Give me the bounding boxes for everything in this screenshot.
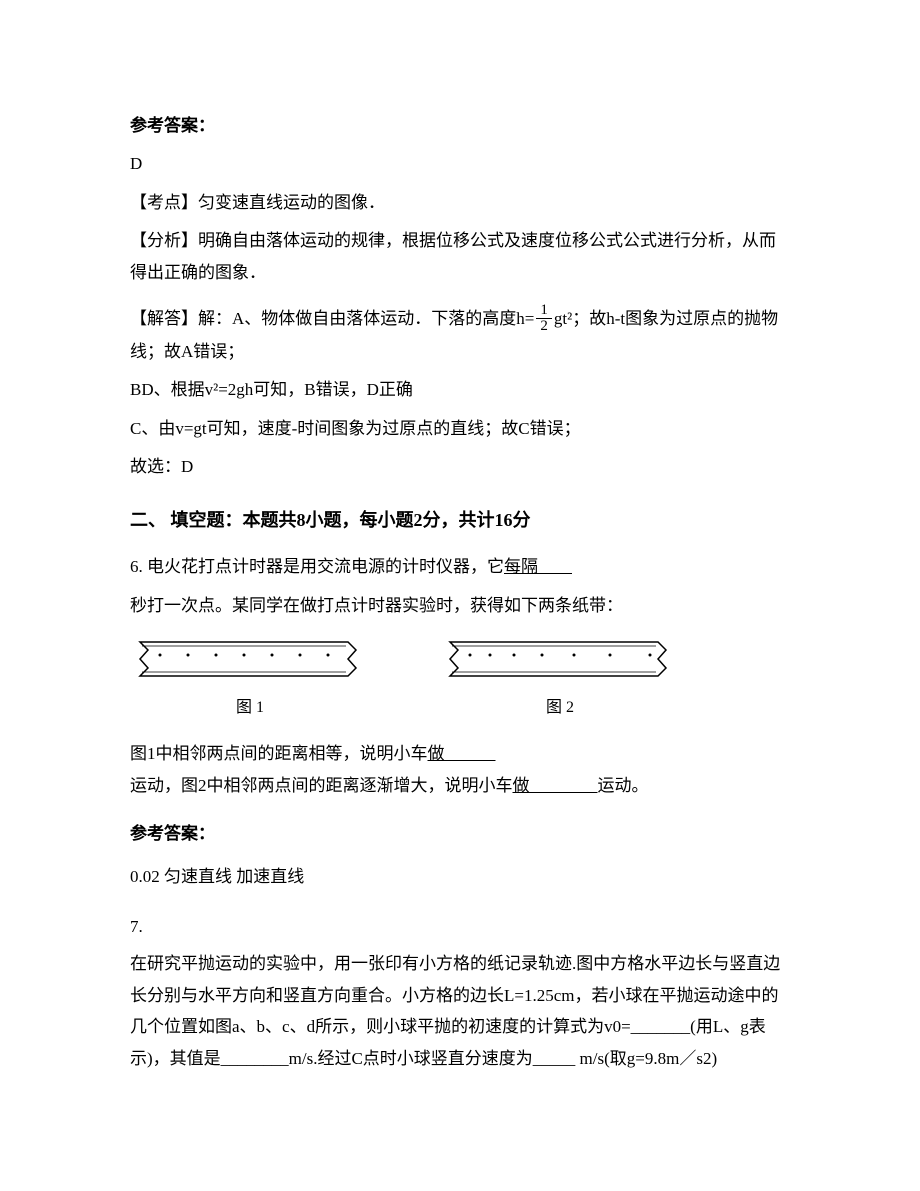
jieda-final: 故选：D bbox=[130, 451, 790, 483]
jieda-label: 【解答】 bbox=[130, 309, 198, 328]
q7: 7. 在研究平抛运动的实验中，用一张印有小方格的纸记录轨迹.图中方格水平边长与竖… bbox=[130, 911, 790, 1074]
frac-den: 2 bbox=[536, 319, 552, 334]
fenxi-text: 明确自由落体运动的规律，根据位移公式及速度位移公式公式进行分析，从而得出正确的图… bbox=[130, 231, 776, 282]
q6-blank2: 做 bbox=[428, 744, 496, 763]
jieda-a: 【解答】解：A、物体做自由落体运动．下落的高度h= 1 2 gt²；故h‐t图象… bbox=[130, 303, 790, 368]
q6-line1: 6. 电火花打点计时器是用交流电源的计时仪器，它每隔 bbox=[130, 551, 790, 583]
q6-after1-pre: 图1中相邻两点间的距离相等，说明小车 bbox=[130, 744, 428, 763]
q6-after: 图1中相邻两点间的距离相等，说明小车做 运动，图2中相邻两点间的距离逐渐增大，说… bbox=[130, 738, 790, 803]
frac-num: 1 bbox=[536, 303, 552, 319]
tape-item-1: 图 1 bbox=[130, 640, 370, 724]
q6-after2-post: 运动。 bbox=[598, 776, 649, 795]
kaodian-label: 【考点】 bbox=[130, 193, 198, 212]
kaodian-text: 匀变速直线运动的图像． bbox=[198, 193, 385, 212]
q7-num: 7. bbox=[130, 911, 790, 942]
tape-item-2: 图 2 bbox=[440, 640, 680, 724]
answer-value-1: D bbox=[130, 148, 790, 180]
tape1-caption: 图 1 bbox=[130, 693, 370, 723]
q6-after2-pre: 运动，图2中相邻两点间的距离逐渐增大，说明小车 bbox=[130, 776, 513, 795]
tape1-svg bbox=[130, 640, 370, 678]
q6-pre: 6. 电火花打点计时器是用交流电源的计时仪器，它 bbox=[130, 557, 504, 576]
q7-body: 在研究平抛运动的实验中，用一张印有小方格的纸记录轨迹.图中方格水平边长与竖直边长… bbox=[130, 948, 790, 1074]
jieda-a-pre: 解：A、物体做自由落体运动．下落的高度h= bbox=[198, 309, 534, 328]
tape-figures: 图 1 图 2 bbox=[130, 640, 790, 724]
q6-line2: 秒打一次点。某同学在做打点计时器实验时，获得如下两条纸带： bbox=[130, 590, 790, 622]
tape2-svg bbox=[440, 640, 680, 678]
answer-label-2: 参考答案： bbox=[130, 818, 790, 850]
tape2-caption: 图 2 bbox=[440, 693, 680, 723]
q6-blank1: 每隔 bbox=[504, 557, 572, 576]
fenxi-label: 【分析】 bbox=[130, 231, 198, 250]
jieda-c: C、由v=gt可知，速度‐时间图象为过原点的直线；故C错误； bbox=[130, 413, 790, 445]
kaodian: 【考点】匀变速直线运动的图像． bbox=[130, 187, 790, 219]
q6-blank3: 做 bbox=[513, 776, 598, 795]
section2-heading: 二、 填空题：本题共8小题，每小题2分，共计16分 bbox=[130, 503, 790, 537]
answer-value-2: 0.02 匀速直线 加速直线 bbox=[130, 861, 790, 893]
jieda-bd: BD、根据v²=2gh可知，B错误，D正确 bbox=[130, 374, 790, 406]
answer-label-1: 参考答案： bbox=[130, 110, 790, 142]
fenxi: 【分析】明确自由落体运动的规律，根据位移公式及速度位移公式公式进行分析，从而得出… bbox=[130, 225, 790, 290]
jieda-fraction: 1 2 bbox=[536, 303, 552, 334]
